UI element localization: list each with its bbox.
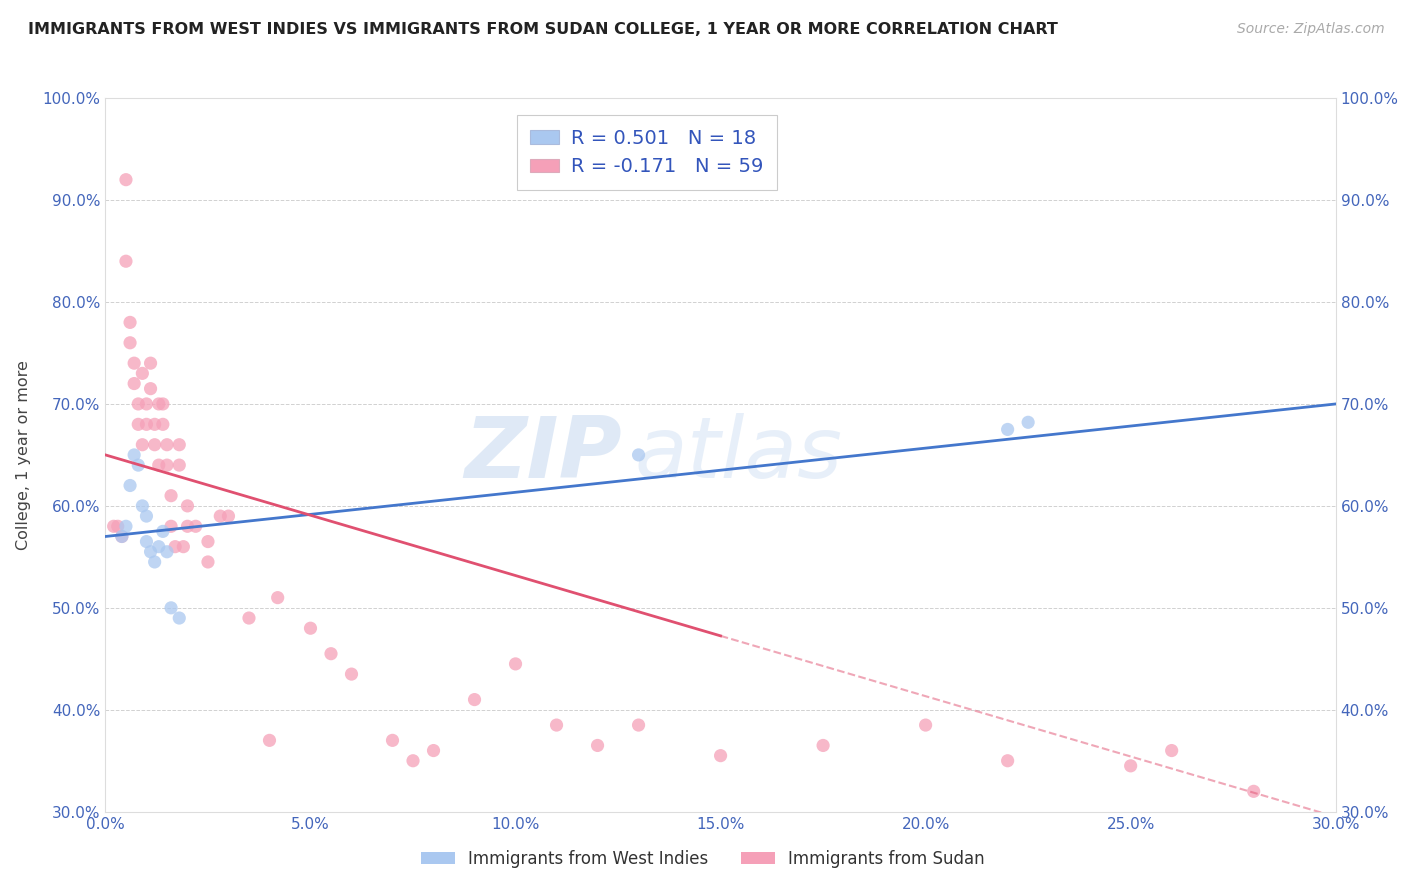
Point bbox=[143, 438, 166, 452]
Point bbox=[160, 489, 183, 503]
Legend: Immigrants from West Indies, Immigrants from Sudan: Immigrants from West Indies, Immigrants … bbox=[415, 844, 991, 875]
Point bbox=[111, 529, 134, 543]
Point bbox=[997, 754, 1019, 768]
Point bbox=[143, 417, 166, 432]
Point bbox=[627, 718, 650, 732]
Point bbox=[156, 438, 179, 452]
Point bbox=[340, 667, 363, 681]
Point bbox=[122, 356, 145, 370]
Point bbox=[218, 509, 240, 524]
Point bbox=[139, 356, 162, 370]
Point bbox=[160, 600, 183, 615]
Text: ZIP: ZIP bbox=[464, 413, 621, 497]
Point bbox=[107, 519, 129, 533]
Point bbox=[143, 555, 166, 569]
Point bbox=[135, 509, 157, 524]
Point bbox=[381, 733, 404, 747]
Point bbox=[148, 458, 170, 472]
Point bbox=[148, 397, 170, 411]
Point bbox=[184, 519, 207, 533]
Point bbox=[259, 733, 281, 747]
Point bbox=[115, 519, 138, 533]
Point bbox=[1243, 784, 1265, 798]
Point bbox=[811, 739, 834, 753]
Point bbox=[299, 621, 322, 635]
Point bbox=[148, 540, 170, 554]
Point bbox=[152, 397, 174, 411]
Y-axis label: College, 1 year or more: College, 1 year or more bbox=[17, 360, 31, 549]
Point bbox=[115, 172, 138, 186]
Point bbox=[1017, 415, 1039, 429]
Point bbox=[238, 611, 260, 625]
Point bbox=[122, 376, 145, 391]
Point bbox=[176, 519, 198, 533]
Point bbox=[914, 718, 936, 732]
Text: atlas: atlas bbox=[634, 413, 842, 497]
Point bbox=[172, 540, 194, 554]
Point bbox=[120, 315, 141, 329]
Point bbox=[135, 534, 157, 549]
Point bbox=[627, 448, 650, 462]
Point bbox=[152, 524, 174, 539]
Point bbox=[156, 458, 179, 472]
Point bbox=[152, 417, 174, 432]
Point bbox=[156, 545, 179, 559]
Point bbox=[209, 509, 232, 524]
Point bbox=[127, 397, 149, 411]
Point bbox=[120, 478, 141, 492]
Point bbox=[122, 448, 145, 462]
Point bbox=[197, 534, 219, 549]
Point bbox=[103, 519, 125, 533]
Point bbox=[160, 519, 183, 533]
Point bbox=[710, 748, 733, 763]
Text: IMMIGRANTS FROM WEST INDIES VS IMMIGRANTS FROM SUDAN COLLEGE, 1 YEAR OR MORE COR: IMMIGRANTS FROM WEST INDIES VS IMMIGRANT… bbox=[28, 22, 1057, 37]
Point bbox=[139, 545, 162, 559]
Point bbox=[169, 438, 191, 452]
Point bbox=[127, 417, 149, 432]
Point bbox=[1160, 743, 1182, 757]
Point bbox=[402, 754, 425, 768]
Point bbox=[169, 611, 191, 625]
Point bbox=[267, 591, 290, 605]
Point bbox=[115, 254, 138, 268]
Point bbox=[127, 458, 149, 472]
Text: Source: ZipAtlas.com: Source: ZipAtlas.com bbox=[1237, 22, 1385, 37]
Point bbox=[111, 529, 134, 543]
Point bbox=[120, 335, 141, 350]
Point bbox=[131, 367, 153, 381]
Point bbox=[464, 692, 486, 706]
Point bbox=[319, 647, 342, 661]
Point bbox=[546, 718, 568, 732]
Point bbox=[169, 458, 191, 472]
Point bbox=[422, 743, 444, 757]
Legend: R = 0.501   N = 18, R = -0.171   N = 59: R = 0.501 N = 18, R = -0.171 N = 59 bbox=[516, 115, 778, 190]
Point bbox=[139, 382, 162, 396]
Point bbox=[131, 499, 153, 513]
Point bbox=[131, 438, 153, 452]
Point bbox=[197, 555, 219, 569]
Point bbox=[135, 417, 157, 432]
Point bbox=[165, 540, 187, 554]
Point bbox=[1119, 759, 1142, 773]
Point bbox=[135, 397, 157, 411]
Point bbox=[997, 422, 1019, 436]
Point bbox=[586, 739, 609, 753]
Point bbox=[505, 657, 527, 671]
Point bbox=[176, 499, 198, 513]
